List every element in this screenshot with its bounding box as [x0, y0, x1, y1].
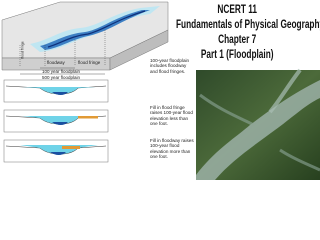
caption: Fill in flood fringe raises 100-year flo… — [150, 105, 193, 127]
diagram-label: flood fringe — [78, 60, 101, 65]
cross-section — [3, 139, 109, 163]
title-line: Part 1 (Floodplain) — [200, 49, 274, 61]
title-line: Chapter 7 — [218, 34, 257, 46]
thumbnail: flood fringe floodway flood fringe 100 y… — [1, 1, 320, 180]
diagram-label: 500 year floodplain — [42, 75, 81, 80]
caption: 100-year floodplain includes floodway an… — [150, 58, 190, 74]
caption: Fill in floodway raises 100-year flood e… — [150, 138, 194, 160]
cross-section — [3, 109, 109, 133]
diagram-label: floodway — [47, 60, 65, 65]
diagram-label: flood fringe — [20, 41, 25, 59]
artwork — [1, 1, 320, 180]
block-diagram — [1, 1, 169, 75]
diagram-label: 100 year floodplain — [42, 69, 81, 74]
title-line: Fundamentals of Physical Geography — [176, 19, 320, 31]
cross-section — [3, 79, 109, 103]
satellite-image — [196, 68, 320, 180]
title-line: NCERT 11 — [217, 4, 257, 16]
